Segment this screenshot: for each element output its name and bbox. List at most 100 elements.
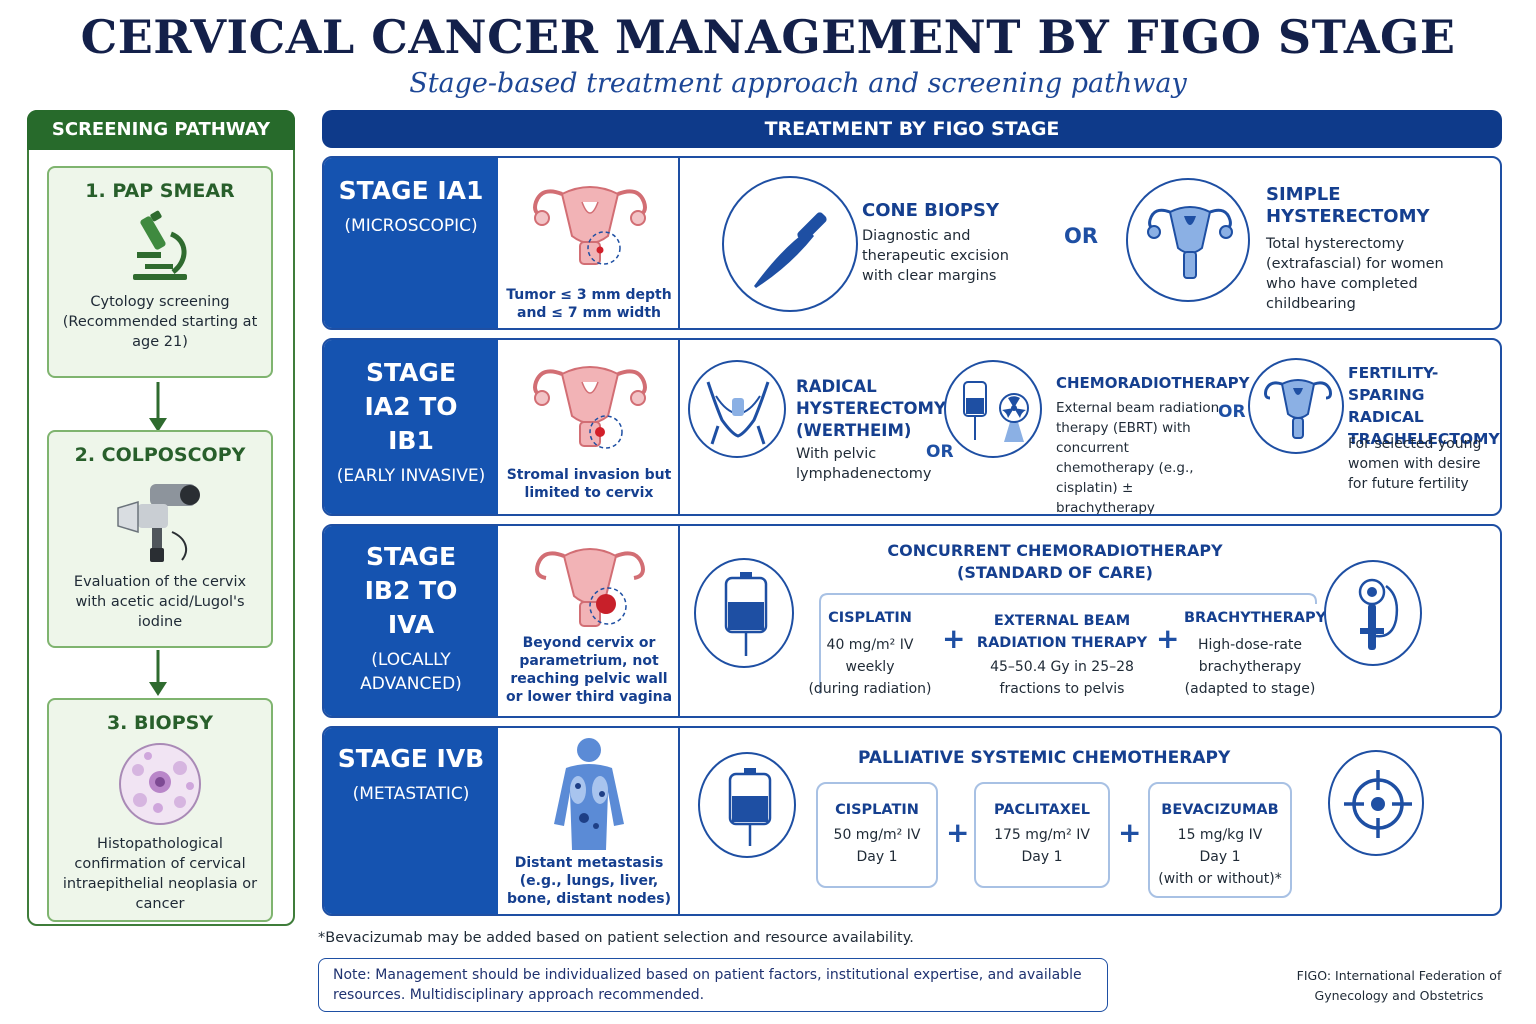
stage-row-ivb: STAGE IVB (METASTATIC) Distant metastasi… — [322, 726, 1502, 916]
stage-illustration: Distant metastasis (e.g., lungs, liver, … — [498, 728, 680, 914]
stage-name: STAGE IVB — [337, 744, 485, 773]
detail-line: fractions to pelvis — [999, 681, 1125, 697]
tissue-sample-icon — [119, 743, 201, 825]
chemoradiation-icon-circle — [944, 360, 1042, 458]
drug-schedule: Day 1 — [1021, 849, 1063, 865]
pelvis-icon-circle — [688, 360, 786, 458]
figo-definition: FIGO: International Federation of Gyneco… — [1296, 968, 1502, 1003]
uterus-stromal-invasion-icon — [533, 366, 647, 449]
step-title: 2. COLPOSCOPY — [74, 444, 246, 466]
detail-line: 45–50.4 Gy in 25–28 — [990, 659, 1134, 675]
stage-label: STAGE IA2 TO IB1 (EARLY INVASIVE) — [324, 340, 498, 514]
page-subtitle: Stage-based treatment approach and scree… — [409, 68, 1187, 99]
stage-caption: Distant metastasis (e.g., lungs, liver, … — [507, 855, 671, 907]
step-description: Histopathological confirmation of cervic… — [62, 836, 258, 912]
stage-name: STAGE IA2 TO IB1 — [364, 358, 458, 455]
stage-label: STAGE IVB (METASTATIC) — [324, 728, 498, 914]
stage-label: STAGE IB2 TO IVA (LOCALLY ADVANCED) — [324, 526, 498, 716]
component-details: 40 mg/m² IV weekly (during radiation) — [808, 634, 932, 700]
body-metastasis-icon — [554, 738, 624, 850]
drug-name: CISPLATIN — [835, 802, 919, 818]
detail-line: High-dose-rate — [1197, 637, 1303, 653]
stage-caption: Tumor ≤ 3 mm depth and ≤ 7 mm width — [506, 287, 672, 321]
screening-step-pap-smear: 1. PAP SMEAR Cytology screening (Recomme… — [47, 166, 273, 378]
detail-line: weekly — [845, 659, 895, 675]
iv-bag-icon — [728, 768, 772, 846]
down-arrow-icon — [149, 382, 167, 432]
uterus-icon — [1264, 379, 1332, 439]
drug-box-paclitaxel: PACLITAXEL 175 mg/m² IV Day 1 — [974, 782, 1110, 888]
or-label: OR — [1064, 224, 1099, 248]
component-name: EXTERNAL BEAM RADIATION THERAPY — [976, 613, 1148, 651]
microscope-icon — [133, 210, 187, 280]
target-crosshair-icon — [1344, 770, 1412, 838]
drug-name: BEVACIZUMAB — [1161, 802, 1279, 818]
iv-bag-icon-circle — [694, 558, 794, 668]
screening-pathway-header: SCREENING PATHWAY — [27, 110, 295, 150]
iv-bag-radiation-icon — [963, 381, 1029, 442]
management-note: Note: Management should be individualize… — [318, 958, 1108, 1012]
uterus-small-tumor-icon — [533, 186, 647, 265]
stage-name: STAGE IB2 TO IVA — [364, 542, 458, 639]
plus-sign: + — [1156, 622, 1180, 655]
drug-dose: 15 mg/kg IV — [1177, 827, 1263, 843]
screening-step-biopsy: 3. BIOPSY Histopathological confirmation… — [47, 698, 273, 922]
colposcope-icon — [117, 484, 200, 562]
option-title: SIMPLE HYSTERECTOMY — [1266, 184, 1430, 227]
iv-bag-icon — [724, 572, 768, 656]
drug-dose: 50 mg/m² IV — [833, 827, 921, 843]
section-heading: PALLIATIVE SYSTEMIC CHEMOTHERAPY — [858, 748, 1231, 768]
detail-line: (during radiation) — [808, 681, 932, 697]
plus-sign: + — [946, 816, 970, 849]
stage-row-ib2-iva: STAGE IB2 TO IVA (LOCALLY ADVANCED) Beyo… — [322, 524, 1502, 718]
detail-line: 40 mg/m² IV — [826, 637, 914, 653]
stage-treatment-options: RADICAL HYSTERECTOMY (WERTHEIM) With pel… — [680, 340, 1500, 514]
step-description: Evaluation of the cervix with acetic aci… — [73, 574, 247, 630]
stage-illustration: Tumor ≤ 3 mm depth and ≤ 7 mm width — [498, 158, 680, 328]
drug-note: (with or without)* — [1158, 871, 1282, 887]
stage-treatment-options: PALLIATIVE SYSTEMIC CHEMOTHERAPY CISPLAT… — [680, 728, 1500, 914]
pelvis-icon — [706, 381, 770, 445]
option-title: FERTILITY-SPARING RADICAL TRACHELECTOMY — [1348, 364, 1500, 448]
brachytherapy-applicator-icon — [1358, 578, 1399, 650]
page-title: CERVICAL CANCER MANAGEMENT BY FIGO STAGE — [80, 10, 1456, 64]
bevacizumab-footnote: *Bevacizumab may be added based on patie… — [318, 930, 914, 946]
uterus-icon-circle — [1126, 178, 1250, 302]
component-details: 45–50.4 Gy in 25–28 fractions to pelvis — [976, 656, 1148, 700]
scalpel-icon — [754, 212, 827, 288]
option-title: RADICAL HYSTERECTOMY (WERTHEIM) — [796, 377, 946, 440]
stage-caption: Stromal invasion but limited to cervix — [506, 467, 672, 501]
step-description: Cytology screening (Recommended starting… — [62, 294, 258, 350]
section-heading: CONCURRENT CHEMORADIOTHERAPY (STANDARD O… — [887, 541, 1223, 582]
stage-treatment-options: CONE BIOPSY Diagnostic and therapeutic e… — [680, 158, 1500, 328]
component-name: CISPLATIN — [828, 610, 912, 626]
option-description: For selected young women with desire for… — [1348, 436, 1482, 492]
brachytherapy-icon-circle — [1324, 560, 1422, 666]
stage-illustration: Beyond cervix or parametrium, not reachi… — [498, 526, 680, 716]
stage-row-ia2-ib1: STAGE IA2 TO IB1 (EARLY INVASIVE) Stroma… — [322, 338, 1502, 516]
stage-subtitle: (LOCALLY ADVANCED) — [360, 650, 462, 694]
screening-pathway-panel: SCREENING PATHWAY 1. PAP SMEAR Cytology … — [27, 110, 295, 926]
step-title: 1. PAP SMEAR — [85, 180, 235, 202]
treatment-header: TREATMENT BY FIGO STAGE — [322, 110, 1502, 148]
screening-step-colposcopy: 2. COLPOSCOPY Evaluation of the cervix w… — [47, 430, 273, 648]
drug-box-cisplatin: CISPLATIN 50 mg/m² IV Day 1 — [816, 782, 938, 888]
iv-bag-icon-circle — [698, 752, 796, 858]
stage-subtitle: (MICROSCOPIC) — [344, 216, 478, 236]
uterus-advanced-tumor-icon — [535, 548, 645, 627]
stage-caption: Beyond cervix or parametrium, not reachi… — [505, 635, 673, 705]
down-arrow-icon — [149, 650, 167, 696]
stage-subtitle: (METASTATIC) — [352, 784, 470, 804]
option-description: External beam radiation therapy (EBRT) w… — [1056, 400, 1220, 516]
drug-schedule: Day 1 — [1199, 849, 1241, 865]
components-bracket — [819, 593, 1317, 694]
option-title: CHEMORADIOTHERAPY — [1056, 374, 1250, 392]
stage-label: STAGE IA1 (MICROSCOPIC) — [324, 158, 498, 328]
or-label: OR — [926, 442, 954, 462]
stage-subtitle: (EARLY INVASIVE) — [336, 466, 486, 486]
target-icon-circle — [1328, 750, 1424, 856]
plus-sign: + — [942, 622, 966, 655]
plus-sign: + — [1118, 816, 1142, 849]
option-title: CONE BIOPSY — [862, 200, 1000, 221]
stage-treatment-options: CONCURRENT CHEMORADIOTHERAPY (STANDARD O… — [680, 526, 1500, 716]
